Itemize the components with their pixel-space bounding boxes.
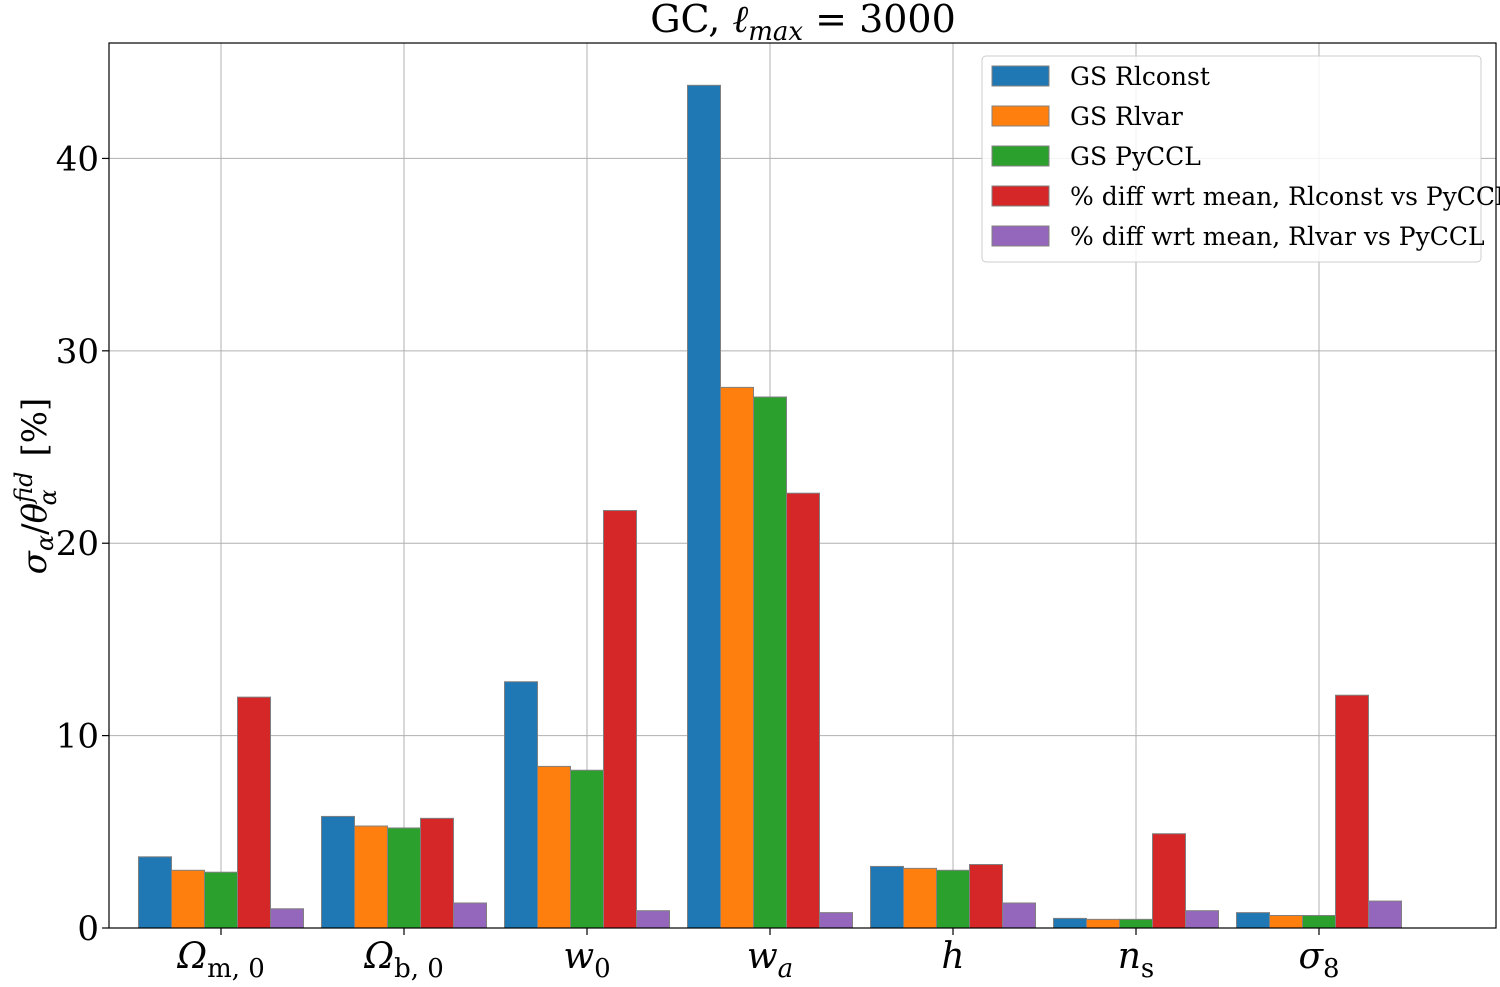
bar xyxy=(1269,914,1303,929)
bar xyxy=(903,867,937,929)
y-tick-label: 30 xyxy=(56,332,99,372)
bar xyxy=(720,386,754,929)
legend: GS Rlconst GS Rlvar GS PyCCL % diff wrt mea… xyxy=(981,55,1500,263)
ylabel-den-sub: α xyxy=(34,489,62,505)
bar xyxy=(1086,918,1120,929)
bar xyxy=(171,869,205,929)
bar xyxy=(1185,910,1219,929)
ylabel-unit: [%] xyxy=(15,398,55,468)
title-ell: ℓ xyxy=(732,0,748,41)
legend-label: GS PyCCL xyxy=(1070,142,1201,171)
bar xyxy=(819,912,853,929)
bar xyxy=(537,765,571,929)
bar xyxy=(786,492,820,929)
bar xyxy=(204,871,238,929)
x-tick-label: ns xyxy=(1118,936,1155,983)
bar xyxy=(687,84,721,929)
y-tick-label: 40 xyxy=(56,139,99,179)
bar xyxy=(870,865,904,929)
bar xyxy=(1236,912,1270,929)
title-sub: max xyxy=(748,17,803,47)
legend-swatch xyxy=(991,185,1050,207)
x-tick-label: h xyxy=(941,936,964,977)
ylabel-num-sub: α xyxy=(31,535,59,551)
legend-label: % diff wrt mean, Rlvar vs PyCCL xyxy=(1070,222,1485,251)
y-tick-label: 0 xyxy=(77,909,99,949)
legend-label: GS Rlvar xyxy=(1070,102,1183,131)
x-tick-label: σ8 xyxy=(1298,936,1339,983)
x-tick-label: wa xyxy=(747,936,793,983)
y-axis-label: σα/θfidα [%] xyxy=(10,398,62,575)
bar xyxy=(237,696,271,929)
bar xyxy=(420,817,454,929)
legend-box xyxy=(981,55,1482,263)
ylabel-den-sup: fid xyxy=(10,472,38,505)
x-axis-ticks: Ωm, 0 Ωb, 0 w0 wa h ns σ8 xyxy=(176,928,1340,984)
bar xyxy=(1152,833,1186,929)
bar xyxy=(1053,917,1087,929)
bar xyxy=(1302,914,1336,929)
bar xyxy=(453,902,487,929)
y-tick-label: 10 xyxy=(56,717,99,757)
chart-title: GC, ℓmax = 3000 xyxy=(650,0,956,47)
bar xyxy=(270,908,304,929)
bar xyxy=(936,869,970,929)
title-prefix: GC, xyxy=(650,0,732,41)
bar xyxy=(1368,900,1402,929)
bar xyxy=(570,769,604,929)
y-tick-label: 20 xyxy=(56,524,99,564)
plot-frame xyxy=(108,42,1497,929)
bar xyxy=(1002,902,1036,929)
bar xyxy=(603,510,637,929)
legend-swatch xyxy=(991,65,1050,87)
bar xyxy=(753,396,787,929)
x-tick-label: Ωm, 0 xyxy=(176,936,265,983)
bar xyxy=(354,825,388,929)
legend-swatch xyxy=(991,105,1050,127)
bars xyxy=(138,84,1402,929)
x-tick-label: w0 xyxy=(563,936,610,983)
legend-swatch xyxy=(991,225,1050,247)
bar xyxy=(504,681,538,929)
title-suffix: = 3000 xyxy=(803,0,956,41)
legend-label: GS Rlconst xyxy=(1070,62,1210,91)
legend-label: % diff wrt mean, Rlconst vs PyCCL xyxy=(1070,182,1500,211)
bar xyxy=(969,864,1003,929)
bar xyxy=(636,910,670,929)
bar xyxy=(1119,918,1153,929)
ylabel-num: σ xyxy=(15,550,55,574)
bar xyxy=(1335,694,1369,929)
bar xyxy=(321,815,355,929)
legend-swatch xyxy=(991,145,1050,167)
y-axis-ticks: 0 10 20 30 40 xyxy=(56,139,109,949)
bar xyxy=(387,827,421,929)
ylabel-den: θ xyxy=(15,503,55,523)
ylabel-slash: / xyxy=(15,523,55,535)
bar xyxy=(138,856,172,929)
x-tick-label: Ωb, 0 xyxy=(363,936,444,983)
